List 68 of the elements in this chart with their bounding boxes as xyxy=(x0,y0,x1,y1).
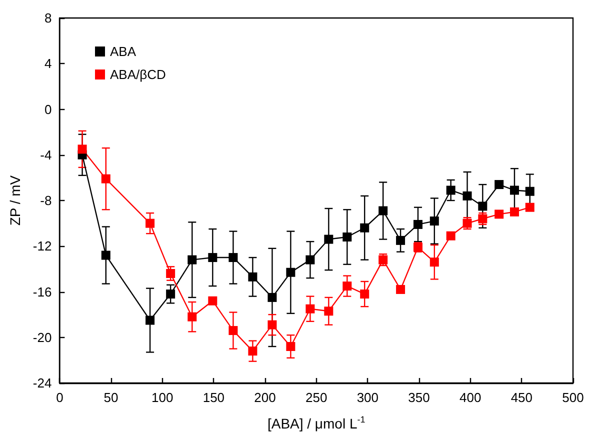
y-tick-label: -4 xyxy=(40,147,52,162)
point xyxy=(430,258,439,267)
point xyxy=(342,232,352,242)
point xyxy=(78,144,87,154)
point xyxy=(248,346,258,356)
point xyxy=(306,304,315,314)
point xyxy=(324,306,334,316)
point xyxy=(166,290,176,299)
y-axis-title: ZP / mV xyxy=(7,174,23,226)
point xyxy=(306,255,315,264)
point xyxy=(166,269,176,278)
y-tick-label: -12 xyxy=(32,238,52,254)
point xyxy=(146,316,155,325)
x-tick-label: 350 xyxy=(408,390,430,405)
point xyxy=(101,174,110,184)
point xyxy=(510,186,519,195)
point xyxy=(268,320,277,330)
point xyxy=(378,206,388,216)
x-tick-label: 100 xyxy=(152,390,174,405)
point xyxy=(478,214,488,224)
point xyxy=(462,191,472,200)
point xyxy=(510,207,519,216)
x-tick-label: 250 xyxy=(305,390,328,405)
x-tick-label: 300 xyxy=(356,390,379,405)
point xyxy=(228,326,238,336)
x-tick-label: 450 xyxy=(510,390,533,405)
point xyxy=(396,236,406,245)
x-tick-label: 400 xyxy=(459,390,482,405)
point xyxy=(494,180,504,190)
legend-label: ABA xyxy=(110,44,136,59)
y-tick-label: -16 xyxy=(32,284,52,300)
point xyxy=(286,342,296,351)
point xyxy=(525,186,534,196)
point xyxy=(146,218,155,228)
x-tick-label: 150 xyxy=(202,390,225,405)
point xyxy=(446,186,456,195)
y-tick-label: 4 xyxy=(44,56,52,72)
point xyxy=(494,210,504,219)
y-tick-label: -24 xyxy=(32,376,52,390)
point xyxy=(248,272,258,282)
point xyxy=(101,250,110,260)
point xyxy=(360,223,370,232)
y-tick-label: -20 xyxy=(32,330,52,345)
point xyxy=(188,255,197,264)
point xyxy=(208,296,218,306)
point xyxy=(228,253,238,262)
point xyxy=(462,218,472,228)
point xyxy=(396,284,406,294)
y-tick-label: 8 xyxy=(44,10,52,26)
point xyxy=(413,220,422,229)
x-tick-label: 200 xyxy=(254,390,276,405)
point xyxy=(430,216,439,226)
x-tick-label: 0 xyxy=(56,390,64,405)
point xyxy=(360,290,370,299)
point xyxy=(525,202,534,212)
point xyxy=(286,268,296,277)
x-tick-label: 50 xyxy=(104,390,118,405)
point xyxy=(478,202,488,211)
x-tick-label: 500 xyxy=(562,390,584,405)
point xyxy=(208,253,218,262)
legend-label: ABA/βCD xyxy=(110,67,166,82)
point xyxy=(446,231,456,240)
point xyxy=(188,312,197,322)
point xyxy=(342,282,352,291)
point xyxy=(324,234,334,244)
y-tick-label: -8 xyxy=(40,193,52,208)
y-tick-label: 0 xyxy=(44,102,52,117)
point xyxy=(268,292,277,302)
